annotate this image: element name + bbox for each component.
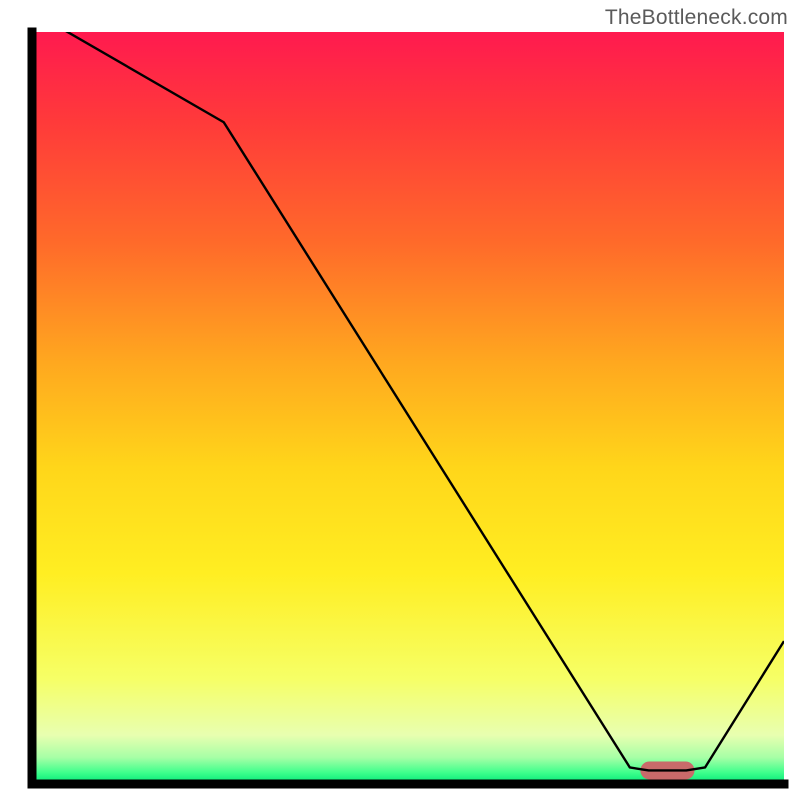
watermark-text: TheBottleneck.com — [605, 6, 788, 30]
bottleneck-chart — [0, 0, 800, 800]
chart-svg — [0, 0, 800, 800]
gradient-background — [32, 32, 784, 784]
